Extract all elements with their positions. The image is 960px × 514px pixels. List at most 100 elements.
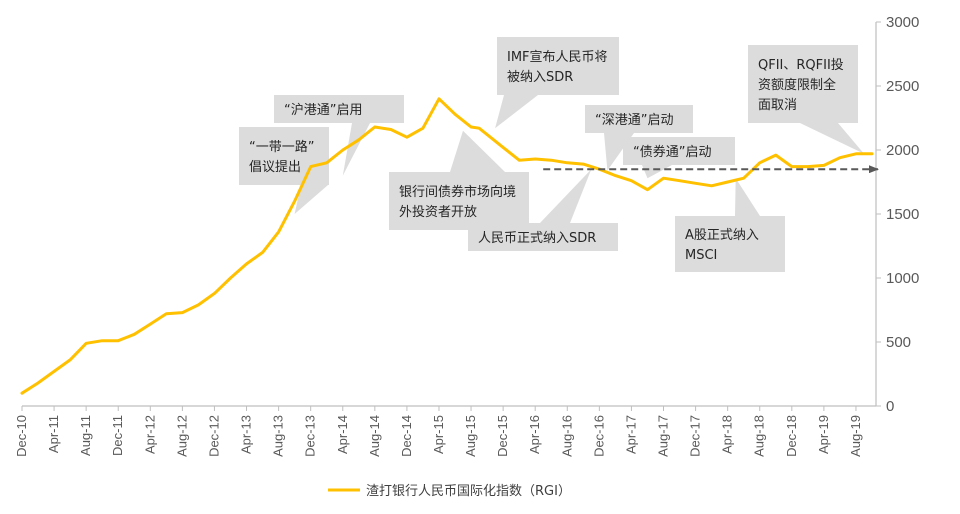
- callout-text: 银行间债券市场向境: [399, 184, 516, 200]
- callouts-group: “一带一路” 倡议提出“沪港通”启用银行间债券市场向境外投资者开放IMF宣布人民币…: [239, 37, 864, 272]
- data-point: [534, 157, 537, 161]
- data-point: [582, 162, 585, 166]
- data-point: [245, 262, 248, 266]
- callout: “沪港通”启用: [274, 95, 404, 176]
- callout-text: MSCI: [685, 248, 717, 263]
- data-point: [518, 159, 521, 162]
- data-point: [165, 312, 168, 315]
- data-point: [181, 311, 184, 314]
- x-tick-label: Aug-18: [752, 415, 767, 457]
- data-point: [325, 161, 328, 164]
- data-point: [68, 358, 72, 362]
- axes-group: 0 500 1000 1500 2000 2500 3000 Dec-10 Apr-11 Aug-…: [14, 14, 919, 457]
- x-tick-label: Aug-19: [848, 415, 863, 457]
- data-point: [477, 127, 481, 130]
- callout-text: 面取消: [758, 98, 797, 113]
- data-point: [501, 146, 505, 149]
- data-point: [646, 188, 649, 191]
- y-tick-label: 500: [886, 334, 911, 351]
- series-group: [20, 97, 874, 395]
- callout-box: [239, 127, 329, 185]
- callout-box: [675, 216, 785, 272]
- data-point: [662, 177, 665, 180]
- data-point: [117, 339, 120, 342]
- data-point: [485, 133, 489, 136]
- x-tick-label: Aug-14: [367, 415, 382, 457]
- y-tick-label: 3000: [886, 14, 919, 31]
- callout-box: [497, 37, 619, 95]
- data-point: [678, 179, 681, 182]
- x-tick-label: Dec-12: [206, 415, 221, 457]
- x-tick-label: Apr-18: [720, 415, 735, 454]
- x-tick-label: Apr-15: [431, 415, 446, 454]
- y-tick-label: 1500: [886, 206, 919, 223]
- data-point: [790, 165, 793, 168]
- x-tick-label: Aug-17: [656, 415, 671, 457]
- callout-text: 人民币正式纳入SDR: [478, 231, 596, 246]
- x-tick-label: Apr-14: [335, 415, 350, 454]
- data-point: [453, 113, 457, 116]
- x-tick-label: Dec-13: [303, 415, 318, 457]
- callout-text: 倡议提出: [249, 159, 301, 175]
- x-tick-label: Apr-17: [623, 415, 638, 454]
- callout: “债券通”启动: [623, 137, 735, 179]
- data-point: [854, 152, 858, 155]
- data-point: [614, 174, 617, 177]
- callout-pointer: [800, 123, 864, 154]
- y-tick-label: 0: [886, 398, 894, 415]
- data-point: [806, 165, 809, 168]
- data-point: [149, 322, 152, 326]
- callout: A股正式纳入 MSCI: [675, 178, 785, 272]
- x-tick-label: Dec-10: [14, 415, 29, 457]
- y-tick-label: 2000: [886, 142, 919, 159]
- callout-pointer: [540, 169, 592, 223]
- data-point: [421, 127, 425, 130]
- data-point: [36, 381, 40, 385]
- callout-text: “一带一路”: [249, 139, 314, 155]
- x-tick-label: Aug-13: [271, 415, 286, 457]
- data-point: [52, 370, 56, 373]
- data-point: [566, 161, 569, 164]
- data-point: [133, 333, 136, 336]
- legend-label: 渣打银行人民币国际化指数（RGI）: [366, 484, 571, 499]
- callout-pointer: [450, 130, 505, 172]
- data-point: [774, 153, 777, 157]
- x-tick-label: Aug-11: [78, 415, 93, 456]
- data-point: [405, 136, 409, 139]
- callout-text: “深港通”启动: [595, 113, 673, 128]
- data-point: [85, 342, 88, 345]
- x-tick-label: Aug-12: [174, 415, 189, 457]
- data-point: [437, 97, 441, 101]
- callout-text: A股正式纳入: [685, 228, 759, 243]
- callout-box: [468, 223, 618, 251]
- x-tick-label: Aug-16: [559, 415, 574, 457]
- x-tick-label: Apr-13: [239, 415, 254, 454]
- x-tick-label: Apr-19: [816, 415, 831, 454]
- y-tick-label: 2500: [886, 78, 919, 95]
- x-tick-label: Apr-12: [142, 415, 157, 454]
- callout-box: [623, 137, 735, 165]
- x-tick-label: Apr-16: [527, 415, 542, 454]
- x-tick-label: Dec-16: [591, 415, 606, 457]
- data-point: [309, 165, 312, 168]
- x-tick-label: Dec-15: [495, 415, 510, 457]
- callout-pointer: [294, 185, 328, 214]
- callout-pointer: [735, 178, 760, 216]
- data-point: [758, 161, 761, 164]
- data-point: [293, 200, 296, 203]
- data-point: [694, 182, 697, 185]
- y-tick-label: 1000: [886, 270, 919, 287]
- callout-box: [748, 45, 858, 123]
- data-point: [630, 179, 633, 182]
- data-point: [101, 339, 104, 342]
- data-point: [277, 230, 280, 234]
- callout-box: [389, 172, 529, 230]
- data-point: [20, 392, 24, 395]
- callout-text: “债券通”启动: [633, 144, 711, 160]
- data-point: [726, 180, 729, 184]
